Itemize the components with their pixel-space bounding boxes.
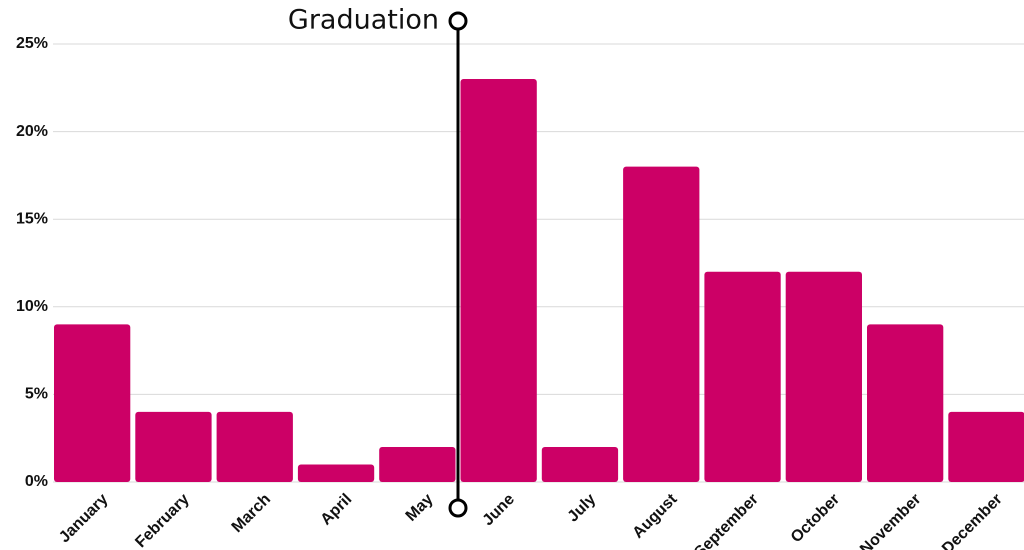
- bar: [379, 446, 456, 482]
- bar: [541, 446, 619, 482]
- x-tick-label: August: [630, 490, 681, 541]
- x-tick-label: March: [229, 491, 274, 536]
- y-tick-label: 0%: [25, 473, 48, 490]
- bar: [623, 166, 700, 482]
- y-tick-label: 5%: [25, 386, 48, 403]
- bar: [867, 324, 944, 482]
- y-tick-label: 15%: [16, 210, 48, 227]
- x-tick-label: February: [132, 491, 193, 550]
- x-tick-label: June: [480, 491, 519, 530]
- bar: [135, 411, 212, 482]
- x-tick-label: November: [857, 491, 924, 550]
- x-tick-label: April: [318, 491, 356, 529]
- x-tick-label: October: [788, 491, 843, 546]
- bar: [216, 411, 293, 482]
- x-tick-label: December: [939, 491, 1006, 550]
- x-tick-label: September: [691, 491, 762, 550]
- bar: [704, 271, 781, 482]
- bar: [785, 271, 862, 482]
- annotation-label: Graduation: [288, 5, 439, 36]
- x-tick-label: July: [565, 491, 600, 526]
- bar: [297, 464, 375, 482]
- y-tick-label: 10%: [16, 298, 48, 315]
- annotation-dot: [448, 11, 468, 31]
- x-tick-label: January: [56, 491, 111, 546]
- annotation-dot: [448, 498, 468, 518]
- bar: [460, 79, 537, 482]
- bar: [948, 411, 1024, 482]
- x-tick-label: May: [403, 491, 437, 525]
- y-tick-label: 25%: [16, 35, 48, 52]
- y-tick-label: 20%: [16, 123, 48, 140]
- bar: [54, 324, 131, 482]
